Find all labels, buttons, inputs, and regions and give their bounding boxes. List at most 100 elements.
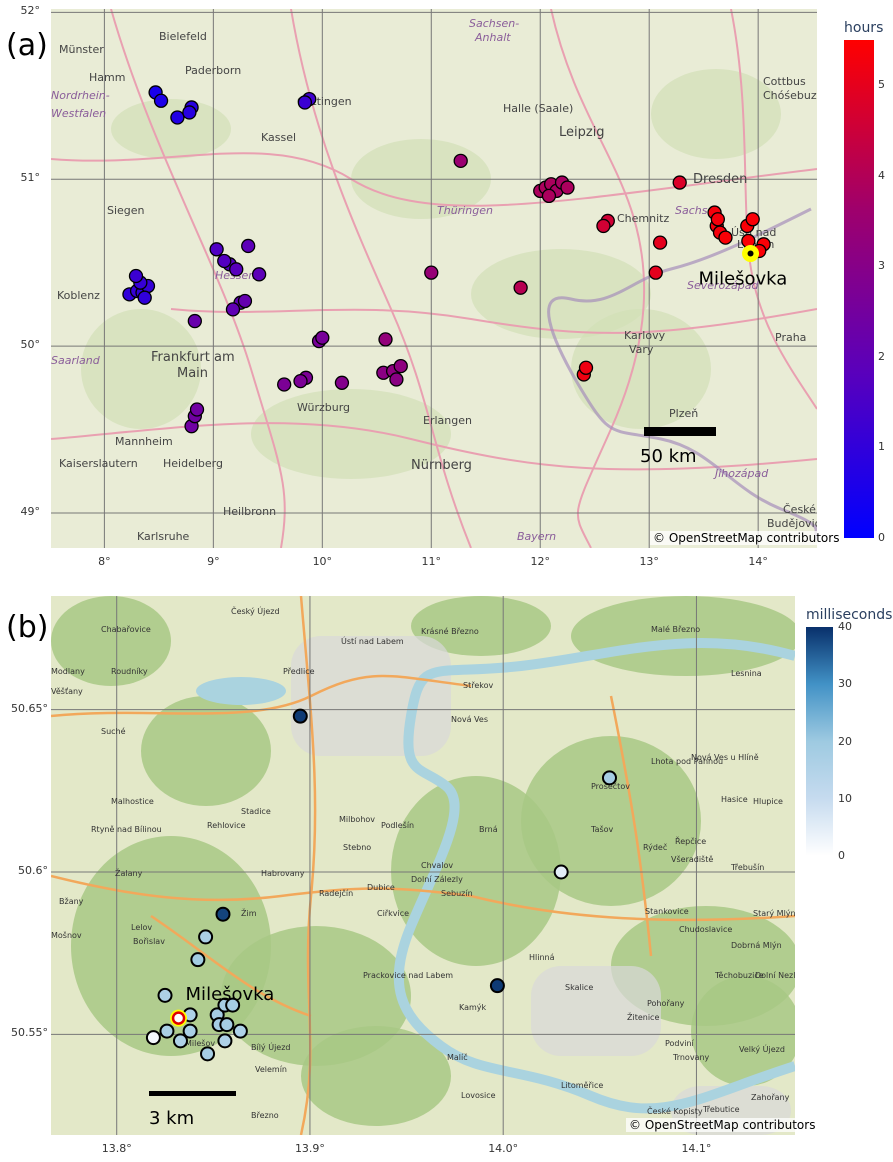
longitude-tick: 14.0° bbox=[488, 1142, 519, 1155]
scale-bar-label: 3 km bbox=[149, 1108, 194, 1129]
forest-area bbox=[571, 596, 795, 676]
forest-area bbox=[391, 776, 561, 966]
measurement-point[interactable] bbox=[145, 1030, 161, 1046]
measurement-point[interactable] bbox=[513, 280, 528, 295]
panel-b-attribution: © OpenStreetMap contributors bbox=[626, 1118, 819, 1132]
place-label: Březno bbox=[251, 1111, 279, 1120]
measurement-point[interactable] bbox=[219, 1017, 235, 1033]
measurement-point[interactable] bbox=[553, 864, 569, 880]
place-label: Litoměřice bbox=[561, 1081, 603, 1090]
panel-a-map[interactable]: Münster Bielefeld Hamm Paderborn Nordrhein- W… bbox=[51, 9, 817, 548]
place-label: Podviní bbox=[665, 1039, 695, 1048]
measurement-point[interactable] bbox=[378, 332, 393, 347]
place-label: Pohořany bbox=[647, 999, 685, 1008]
place-label: Nová Ves bbox=[451, 715, 488, 724]
place-label: Starý Mlýnec bbox=[753, 909, 795, 918]
measurement-point[interactable] bbox=[389, 372, 404, 387]
measurement-point[interactable] bbox=[710, 212, 725, 227]
place-label: Rehlovice bbox=[207, 821, 246, 830]
place-label: Nürnberg bbox=[411, 458, 472, 473]
urban-area bbox=[531, 966, 661, 1056]
measurement-point[interactable] bbox=[217, 1033, 233, 1049]
place-label: Budějovice bbox=[767, 517, 817, 530]
measurement-point[interactable] bbox=[190, 952, 206, 968]
measurement-point[interactable] bbox=[745, 212, 760, 227]
measurement-point[interactable] bbox=[293, 373, 308, 389]
forest-area bbox=[251, 389, 451, 479]
measurement-point[interactable] bbox=[217, 253, 232, 269]
panel-a-attribution: © OpenStreetMap contributors bbox=[650, 531, 843, 545]
measurement-point[interactable] bbox=[424, 265, 439, 280]
forest-area bbox=[111, 99, 231, 159]
measurement-point[interactable] bbox=[198, 929, 214, 945]
scale-bar-label: 50 km bbox=[640, 446, 697, 467]
forest-area bbox=[651, 69, 781, 159]
measurement-point[interactable] bbox=[137, 290, 152, 305]
measurement-point[interactable] bbox=[170, 110, 185, 125]
measurement-point[interactable] bbox=[393, 358, 408, 374]
place-label: Hlupice bbox=[753, 797, 783, 806]
measurement-point[interactable] bbox=[578, 360, 594, 375]
measurement-point[interactable] bbox=[200, 1046, 216, 1062]
latitude-tick: 51° bbox=[20, 171, 41, 185]
road bbox=[150, 914, 312, 1018]
measurement-point[interactable] bbox=[541, 188, 557, 204]
place-label: Koblenz bbox=[57, 289, 100, 302]
place-label: Roudníky bbox=[111, 667, 148, 676]
urban-area bbox=[291, 636, 451, 756]
measurement-point[interactable] bbox=[334, 375, 350, 390]
measurement-point[interactable] bbox=[225, 302, 241, 317]
forest-area bbox=[521, 736, 701, 906]
place-label: Bielefeld bbox=[159, 30, 207, 43]
measurement-point[interactable] bbox=[182, 1023, 198, 1039]
measurement-point[interactable] bbox=[489, 978, 505, 994]
place-label: Lelov bbox=[131, 923, 152, 932]
measurement-point[interactable] bbox=[672, 175, 687, 190]
latitude-tick: 50.55° bbox=[11, 1026, 48, 1040]
measurement-point[interactable] bbox=[652, 235, 668, 250]
forest-area bbox=[141, 696, 271, 806]
panel-a-colorbar-title: hours bbox=[844, 20, 884, 36]
panel-a-colorbar bbox=[844, 40, 874, 538]
measurement-point[interactable] bbox=[718, 230, 733, 245]
measurement-point[interactable] bbox=[232, 1023, 248, 1039]
measurement-point[interactable] bbox=[172, 1033, 188, 1049]
measurement-point[interactable] bbox=[560, 180, 575, 195]
place-label: Dresden bbox=[693, 172, 747, 187]
measurement-point[interactable] bbox=[157, 987, 173, 1003]
milesovka-marker-center bbox=[171, 1011, 186, 1025]
measurement-point[interactable] bbox=[209, 242, 224, 257]
place-label: Lesnina bbox=[731, 669, 762, 678]
measurement-point[interactable] bbox=[237, 293, 253, 309]
measurement-point[interactable] bbox=[225, 997, 241, 1013]
forest-area bbox=[471, 249, 651, 339]
measurement-point[interactable] bbox=[153, 93, 169, 108]
colorbar-tick: 5 bbox=[878, 78, 885, 92]
measurement-point[interactable] bbox=[601, 770, 617, 786]
place-label: Leipzig bbox=[559, 125, 605, 140]
measurement-point[interactable] bbox=[292, 708, 308, 724]
place-label: Nordrhein- bbox=[51, 89, 110, 102]
measurement-point[interactable] bbox=[453, 153, 468, 169]
measurement-point[interactable] bbox=[251, 267, 267, 282]
measurement-point[interactable] bbox=[159, 1023, 175, 1039]
latitude-tick: 50.6° bbox=[18, 863, 48, 877]
place-label: Bořislav bbox=[133, 937, 165, 946]
place-label: Krásné Březno bbox=[421, 626, 479, 636]
forest-area bbox=[51, 596, 171, 686]
measurement-point[interactable] bbox=[189, 402, 205, 417]
place-label: Žitenice bbox=[627, 1011, 659, 1022]
measurement-point[interactable] bbox=[187, 313, 202, 329]
measurement-point[interactable] bbox=[241, 238, 256, 254]
measurement-point[interactable] bbox=[182, 105, 197, 120]
panel-b-map[interactable]: Český Újezd Chabařovice Ústí nad Labem Malé… bbox=[51, 596, 795, 1135]
measurement-point[interactable] bbox=[229, 262, 244, 277]
measurement-point[interactable] bbox=[128, 268, 144, 284]
measurement-point[interactable] bbox=[648, 265, 663, 280]
measurement-point[interactable] bbox=[297, 95, 313, 110]
place-label: Dolní Nezly bbox=[755, 971, 795, 980]
measurement-point[interactable] bbox=[596, 218, 611, 234]
measurement-point[interactable] bbox=[277, 377, 292, 392]
measurement-point[interactable] bbox=[215, 906, 231, 922]
measurement-point[interactable] bbox=[315, 330, 330, 345]
